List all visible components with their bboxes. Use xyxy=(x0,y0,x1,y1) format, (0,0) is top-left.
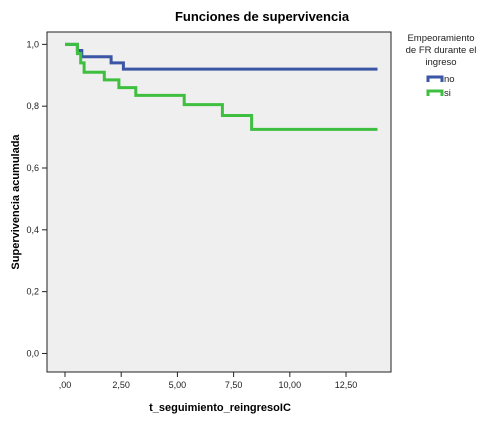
x-tick-label: 12,50 xyxy=(335,380,358,390)
legend-label-si: si xyxy=(444,88,451,99)
x-axis: ,00 2,50 5,00 7,50 10,00 12,50 xyxy=(59,372,358,390)
x-tick-label: 10,00 xyxy=(279,380,302,390)
x-tick-label: ,00 xyxy=(59,380,72,390)
x-tick-label: 5,00 xyxy=(169,380,187,390)
series-line-si xyxy=(65,42,378,131)
x-tick-label: 2,50 xyxy=(112,380,130,390)
y-axis-label: Supervivencia acumulada xyxy=(10,134,22,270)
y-tick-label: 0,4 xyxy=(26,225,39,235)
legend-swatch-no xyxy=(426,75,444,82)
y-tick-label: 0,0 xyxy=(26,348,39,358)
chart-title: Funciones de supervivencia xyxy=(175,9,350,24)
legend-swatch-si xyxy=(426,89,444,96)
legend-title-line-1: Empeoramiento xyxy=(407,33,474,44)
legend-items: no si xyxy=(426,74,455,99)
legend-title-line-2: de FR durante el xyxy=(406,45,477,56)
plot-area xyxy=(46,31,392,373)
x-axis-label: t_seguimiento_reingresoIC xyxy=(149,402,291,414)
y-axis: 0,0 0,2 0,4 0,6 0,8 1,0 xyxy=(26,39,47,358)
legend-title-line-3: ingreso xyxy=(425,57,456,68)
y-tick-label: 0,8 xyxy=(26,101,39,111)
x-tick-label: 7,50 xyxy=(225,380,243,390)
legend: Empeoramiento de FR durante el ingreso n… xyxy=(406,33,477,99)
y-tick-label: 1,0 xyxy=(26,39,39,49)
legend-label-no: no xyxy=(444,74,455,85)
series-layer xyxy=(65,42,378,131)
y-tick-label: 0,6 xyxy=(26,163,39,173)
y-tick-label: 0,2 xyxy=(26,287,39,297)
